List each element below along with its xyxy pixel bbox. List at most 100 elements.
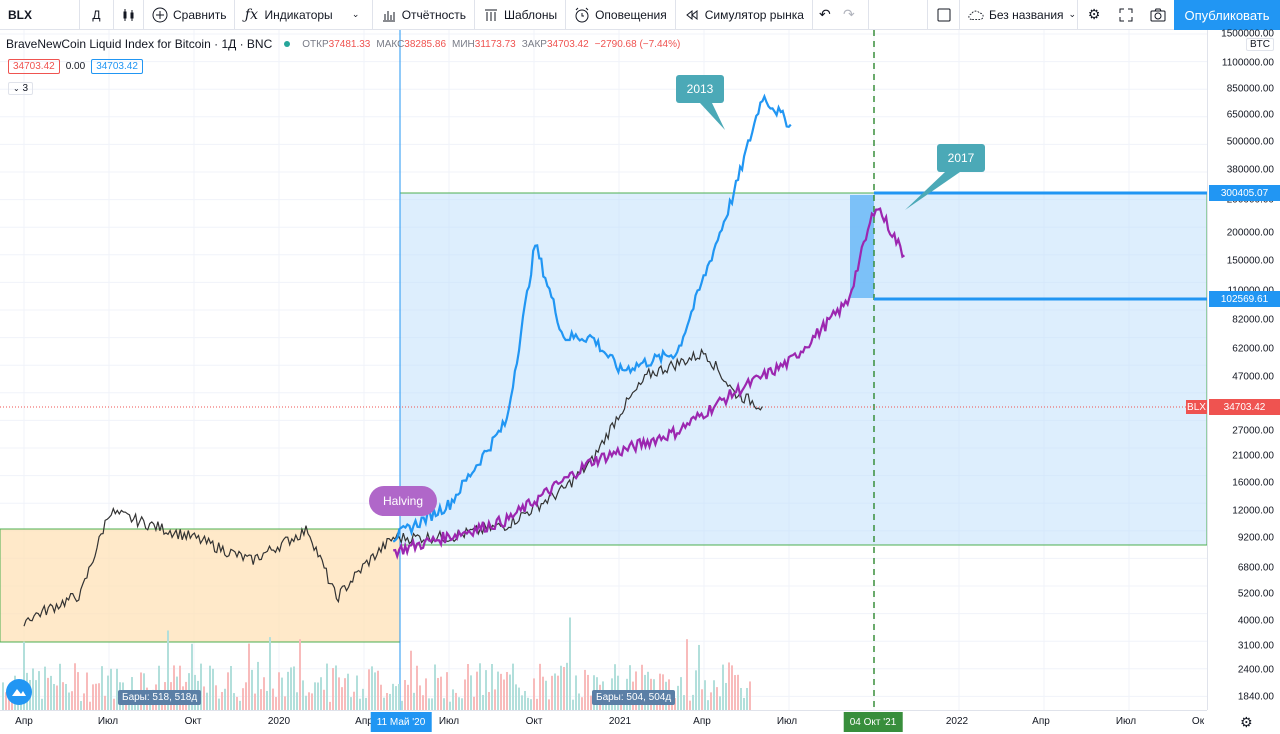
volume-bar: [587, 674, 589, 710]
rewind-icon: [684, 7, 700, 23]
volume-bar: [488, 692, 490, 710]
fullscreen-button[interactable]: [1110, 0, 1142, 30]
volume-bar: [173, 665, 175, 710]
series-line-2017: [393, 207, 905, 560]
volume-bar: [716, 687, 718, 710]
collapse-indicators-button[interactable]: ⌄ 3: [8, 82, 34, 95]
fullscreen-layout-button[interactable]: [928, 0, 960, 30]
volume-bar: [89, 701, 91, 710]
volume-bar: [209, 665, 211, 710]
volume-bar: [518, 687, 520, 710]
axis-settings-icon[interactable]: ⚙: [1240, 714, 1253, 730]
time-tick-label: Окт: [184, 716, 202, 727]
chevron-down-icon[interactable]: ⌄: [351, 9, 360, 19]
candles-icon: [122, 7, 136, 23]
reports-button[interactable]: Отчётность: [373, 0, 475, 30]
alerts-label: Оповещения: [595, 7, 667, 22]
volume-bar: [746, 687, 748, 710]
volume-bar: [386, 693, 388, 710]
blue-range-box: [399, 192, 1207, 546]
templates-button[interactable]: Шаблоны: [475, 0, 567, 30]
volume-bar: [335, 665, 337, 710]
volume-bar: [434, 664, 436, 710]
volume-bar: [41, 698, 43, 710]
price-tick-label: 62000.00: [1232, 343, 1274, 355]
volume-bar: [329, 701, 331, 710]
compare-button[interactable]: Сравнить: [144, 0, 236, 30]
volume-bar: [254, 693, 256, 710]
open-value: 37481.33: [328, 38, 371, 50]
high-label: МАКС: [376, 38, 405, 50]
volume-bar: [563, 667, 565, 710]
volume-bar: [80, 701, 82, 710]
volume-bar: [431, 698, 433, 710]
volume-bar: [71, 691, 73, 710]
legend-title: BraveNewCoin Liquid Index for Bitcoin · …: [6, 37, 273, 51]
ask-badge[interactable]: 34703.42: [91, 59, 143, 74]
label-2017-bubble[interactable]: 2017: [937, 144, 985, 172]
volume-bar: [419, 685, 421, 710]
chevron-down-icon: ⌄: [13, 84, 20, 93]
price-tick-label: 12000.00: [1232, 505, 1274, 517]
redo-icon: ↷: [843, 6, 855, 22]
volume-bar: [425, 678, 427, 710]
volume-bar: [548, 699, 550, 710]
settings-button[interactable]: ⚙: [1078, 0, 1110, 30]
volume-bar: [377, 670, 379, 710]
tradingview-logo[interactable]: [6, 679, 32, 705]
high-value: 38285.86: [404, 38, 447, 50]
volume-bar: [86, 672, 88, 710]
low-label: МИН: [452, 38, 475, 50]
price-axis[interactable]: BTC 1500000.00 1100000.00 850000.00 650000.…: [1207, 29, 1280, 710]
last-price-tag: 34703.42: [1209, 399, 1280, 415]
halving-bubble[interactable]: Halving: [369, 486, 437, 516]
change-value: −2790.68 (−7.44%): [594, 38, 681, 50]
layout-name-button[interactable]: Без названия ⌄: [960, 0, 1078, 30]
volume-bar: [104, 695, 106, 710]
alerts-button[interactable]: Оповещения: [566, 0, 676, 30]
volume-bar: [341, 687, 343, 710]
chart-canvas[interactable]: [0, 30, 1207, 710]
volume-bar: [737, 674, 739, 710]
volume-bar: [689, 700, 691, 710]
snapshot-button[interactable]: [1142, 0, 1174, 30]
publish-button[interactable]: Опубликовать: [1174, 0, 1280, 30]
symbol-search-button[interactable]: BLX: [0, 0, 80, 30]
price-tick-label: 1840.00: [1237, 691, 1274, 703]
time-tick-label: 2021: [608, 716, 632, 727]
bar-chart-icon: [381, 7, 397, 23]
chart-type-button[interactable]: [114, 0, 144, 30]
volume-bar: [8, 698, 10, 710]
volume-bar: [749, 681, 751, 710]
label-2013-bubble[interactable]: 2013: [676, 75, 724, 103]
bid-badge[interactable]: 34703.42: [8, 59, 60, 74]
volume-bar: [311, 693, 313, 710]
volume-bar: [389, 693, 391, 710]
volume-bar: [362, 688, 364, 710]
close-value: 34703.42: [546, 38, 589, 50]
volume-bar: [272, 688, 274, 710]
chart-drawing-layer: [0, 30, 1207, 710]
volume-bar: [401, 700, 403, 710]
volume-bar: [500, 673, 502, 710]
price-tick-label: 9200.00: [1237, 532, 1274, 544]
redo-button[interactable]: ↷: [837, 0, 869, 30]
volume-bar: [218, 698, 220, 710]
last-price-value: 34703.42: [1223, 401, 1266, 413]
symbol-price-tag: BLX: [1186, 400, 1207, 414]
volume-bar: [356, 675, 358, 710]
volume-bar: [347, 673, 349, 710]
volume-bar: [683, 695, 685, 710]
volume-bar: [344, 678, 346, 710]
volume-bar: [392, 683, 394, 710]
replay-button[interactable]: Симулятор рынка: [676, 0, 813, 30]
volume-bar: [440, 676, 442, 710]
volume-bar: [38, 671, 40, 710]
time-axis[interactable]: Апр Июл Окт 2020 Апр Июл Окт 2021 Апр Июл 2022 Апр И…: [0, 710, 1253, 734]
undo-button[interactable]: ↶: [813, 0, 837, 30]
symbol-price-tag-text: BLX: [1187, 401, 1206, 413]
indicators-button[interactable]: ƒx Индикаторы ⌄: [235, 0, 373, 30]
volume-bar: [56, 685, 58, 710]
compare-label: Сравнить: [173, 7, 227, 22]
interval-button[interactable]: Д: [80, 0, 114, 30]
